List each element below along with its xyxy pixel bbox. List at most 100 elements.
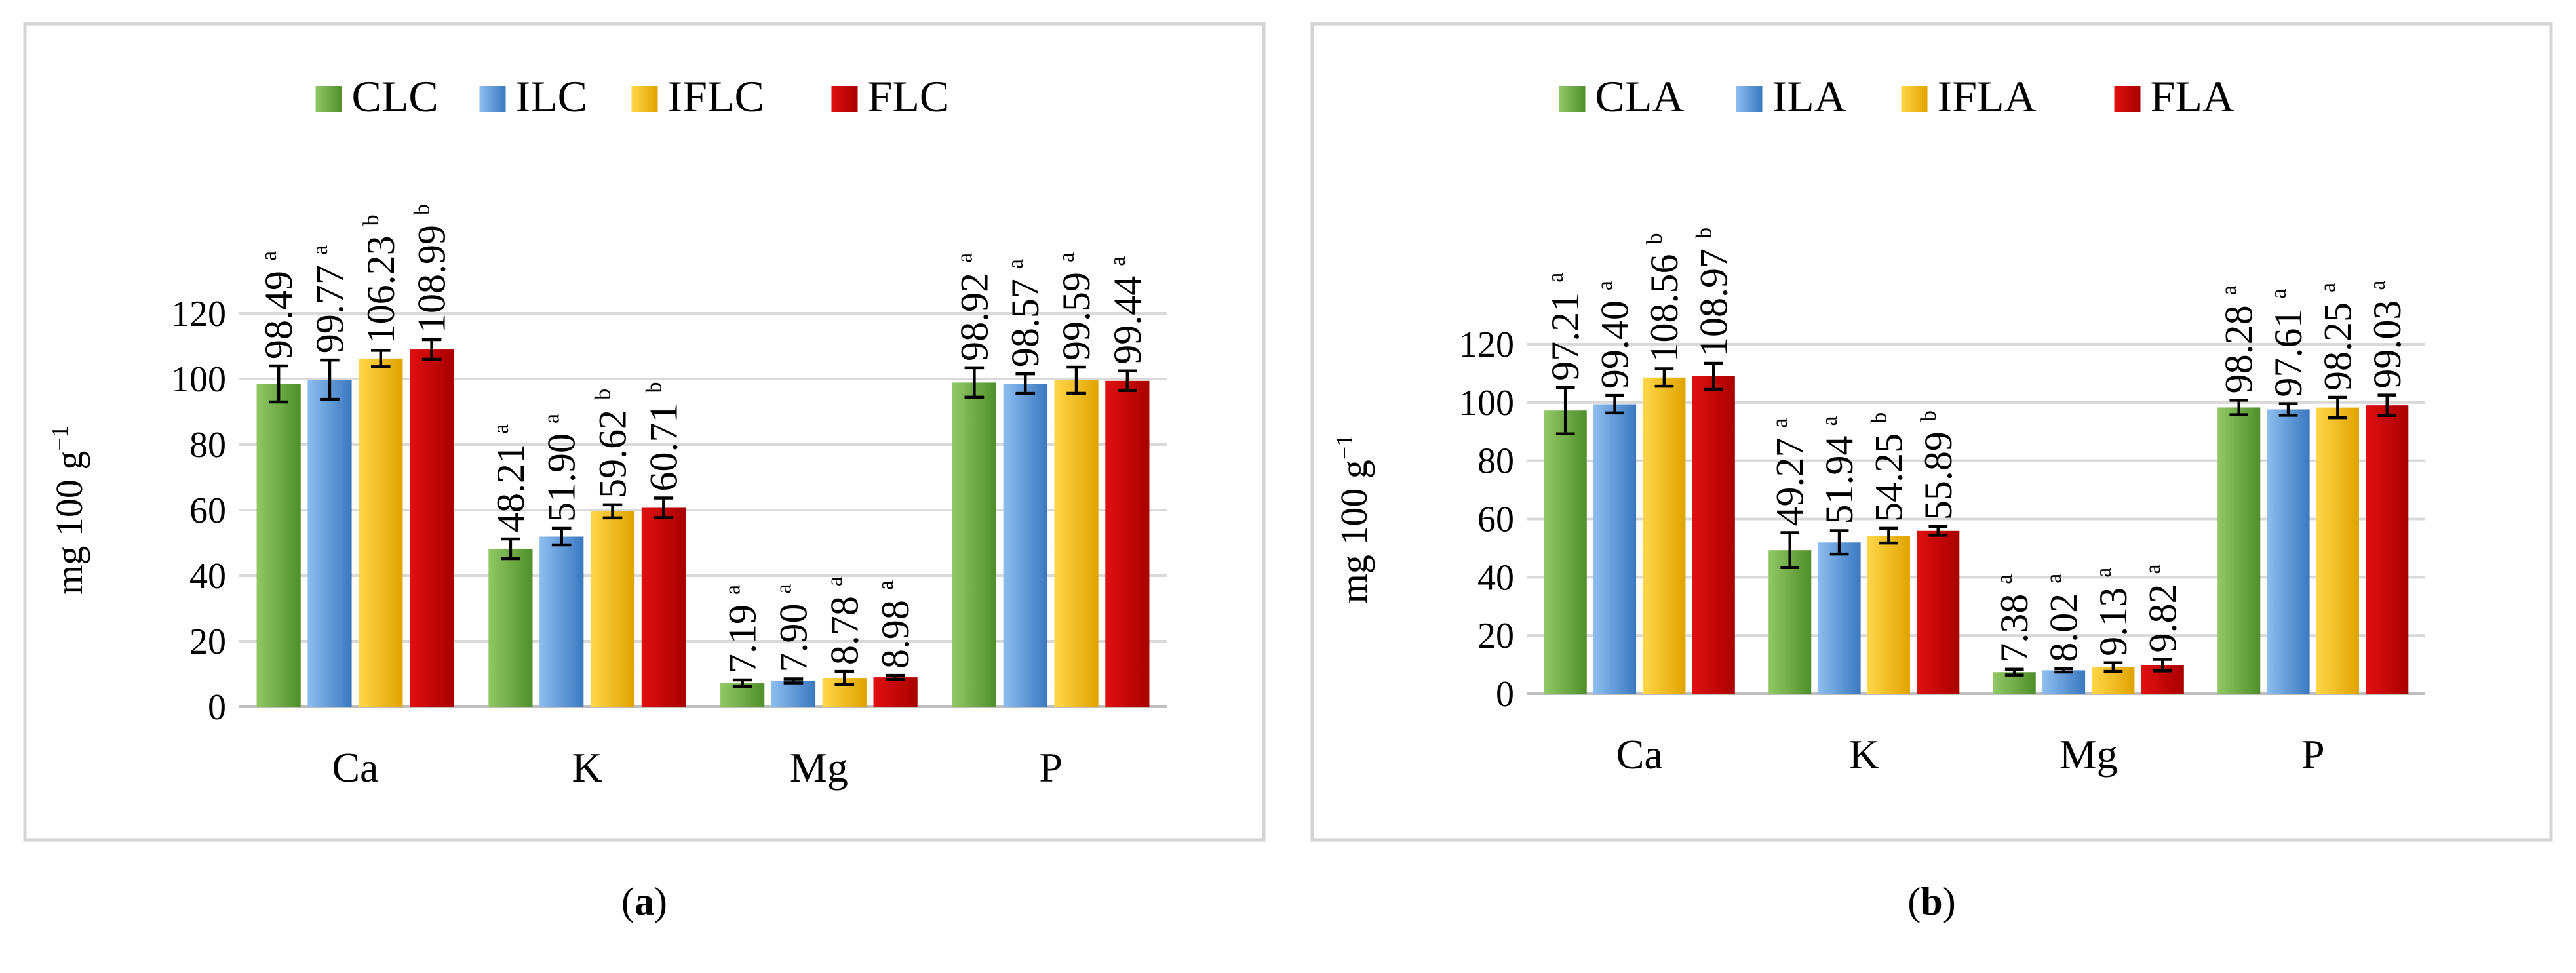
legend-item-flc: FLC (831, 71, 949, 121)
significance-letter: b (1867, 412, 1891, 424)
error-bar (269, 364, 288, 404)
error-bar (1879, 526, 1898, 545)
error-bar (1555, 386, 1575, 436)
data-label: 99.03 a (2366, 281, 2409, 389)
error-bar (1704, 361, 1723, 391)
legend: CLA ILA IFLA FLA (1559, 71, 2234, 121)
error-bar (551, 526, 572, 547)
error-bar (1066, 365, 1086, 395)
error-bar (964, 366, 985, 399)
legend-swatch (1901, 86, 1928, 112)
significance-letter: a (1544, 273, 1568, 283)
significance-letter: b (410, 204, 435, 215)
bar-ilc-mg (771, 681, 816, 707)
y-tick-label: 100 (1459, 383, 1514, 424)
legend-item-ilc: ILC (479, 71, 587, 121)
legend-swatch (479, 86, 506, 112)
bar-ila-p (2267, 409, 2310, 694)
data-label: 98.25 a (2316, 283, 2359, 391)
y-tick-label: 40 (1477, 557, 1514, 598)
bar-ilc-p (1003, 384, 1047, 707)
significance-letter: a (1768, 418, 1793, 427)
y-tick-label: 60 (1477, 500, 1514, 540)
legend-label: CLC (352, 71, 439, 121)
error-bar (1829, 529, 1849, 556)
legend-swatch (2114, 86, 2141, 112)
significance-letter: a (2267, 288, 2291, 298)
legend-label: ILA (1772, 71, 1846, 121)
significance-letter: a (874, 580, 898, 590)
significance-letter: b (591, 389, 615, 400)
error-bar (783, 677, 804, 685)
error-bar (2153, 658, 2172, 673)
legend-label: CLA (1595, 71, 1685, 121)
error-bar (2004, 667, 2024, 677)
bar-fla-p (2366, 405, 2409, 694)
error-bar (421, 338, 442, 361)
error-bar (371, 349, 391, 368)
data-label: 8.02 a (2042, 574, 2086, 662)
data-label: 99.77 a (308, 245, 351, 353)
error-bar (1928, 525, 1948, 537)
bar-ila-k (1818, 542, 1861, 694)
significance-letter: a (1818, 416, 1842, 426)
data-label: 106.23 b (359, 214, 402, 344)
bar-ilc-ca (307, 380, 352, 707)
significance-letter: a (2316, 283, 2340, 292)
significance-letter: a (308, 245, 332, 255)
data-label: 99.44 a (1106, 256, 1149, 365)
legend: CLC ILC IFLC FLC (315, 71, 949, 121)
error-bar (886, 673, 905, 681)
y-tick-label: 20 (189, 622, 226, 662)
data-label: 8.78 a (823, 576, 866, 665)
error-bar (654, 496, 674, 519)
significance-letter: a (2217, 285, 2242, 295)
bar-flc-ca (410, 349, 454, 707)
category-label-mg: Mg (2059, 731, 2118, 778)
error-bar (1780, 531, 1800, 570)
error-bar (1654, 367, 1674, 388)
data-label: 7.90 a (771, 584, 815, 672)
y-tick-label: 120 (171, 294, 226, 334)
significance-letter: a (721, 585, 745, 595)
data-label: 97.21 a (1544, 273, 1587, 381)
significance-letter: a (489, 424, 513, 434)
error-bar (2229, 399, 2249, 416)
data-label: 98.92 a (952, 253, 996, 361)
bar-ifla-ca (1643, 377, 1686, 694)
error-bar (1118, 369, 1137, 393)
legend-swatch (1736, 86, 1763, 112)
category-label-k: K (572, 744, 602, 791)
bar-ifla-p (2316, 407, 2359, 694)
bar-flc-mg (873, 677, 918, 707)
data-label: 108.97 b (1692, 228, 1735, 357)
legend-label: FLA (2151, 71, 2234, 121)
data-label: 9.82 a (2141, 564, 2184, 652)
significance-letter: a (823, 576, 847, 586)
significance-letter: a (1004, 259, 1028, 269)
bar-fla-k (1917, 530, 1960, 694)
legend-swatch (315, 86, 342, 112)
legend-item-cla: CLA (1559, 71, 1685, 121)
y-tick-label: 60 (189, 490, 226, 531)
bar-iflc-k (590, 511, 635, 707)
category-label-p: P (2301, 731, 2325, 778)
bar-flc-k (641, 507, 686, 707)
significance-letter: a (1106, 256, 1130, 266)
y-tick-label: 120 (1459, 325, 1514, 365)
category-label-p: P (1039, 744, 1063, 791)
significance-letter: a (257, 251, 281, 261)
data-label: 55.89 b (1917, 410, 1960, 520)
y-tick-label: 40 (189, 556, 226, 597)
data-label: 108.56 b (1643, 233, 1686, 362)
bar-ila-ca (1593, 404, 1637, 694)
error-bar (2377, 393, 2397, 417)
error-bar (2328, 395, 2347, 420)
data-label: 60.71 b (642, 382, 685, 491)
error-bar (2054, 667, 2073, 674)
panel-label: (a) (621, 880, 667, 923)
bar-ifla-k (1867, 536, 1910, 694)
chart-panel-a: 0 20 40 60 80 100 120 mg 100 g−1 Ca 98.49 a 99.77 … (23, 22, 1266, 923)
bar-cla-p (2217, 407, 2261, 694)
